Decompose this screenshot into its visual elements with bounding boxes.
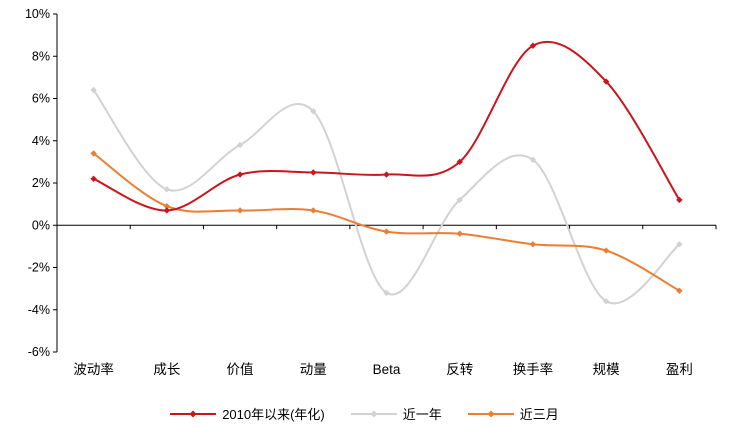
data-point-marker (529, 42, 537, 49)
data-point-marker (383, 228, 390, 235)
data-point-marker (163, 203, 171, 210)
series-line (92, 40, 681, 212)
x-category-label: 换手率 (513, 361, 554, 377)
legend-label: 2010年以来(年化) (222, 407, 325, 422)
legend-item-three-month: 近三月 (467, 404, 559, 423)
legend-line-marker (170, 408, 217, 420)
data-point-marker (456, 196, 463, 204)
data-point-marker (90, 150, 97, 157)
y-tick-label: -2% (28, 261, 50, 275)
legend-swatch-icon (170, 410, 217, 417)
series-1 (90, 86, 683, 305)
data-point-marker (602, 78, 610, 85)
legend-line-marker (350, 408, 397, 420)
data-point-marker (456, 230, 463, 237)
data-point-marker (602, 247, 610, 254)
data-point-marker (90, 175, 97, 182)
data-point-marker (236, 171, 244, 178)
x-category-label: 反转 (446, 362, 473, 377)
x-category-label: 成长 (153, 362, 180, 377)
data-point-marker (676, 241, 683, 248)
y-tick-label: 4% (32, 134, 50, 148)
x-category-label: 波动率 (73, 361, 114, 377)
y-tick-label: -4% (28, 303, 50, 317)
y-tick-label: 0% (32, 218, 50, 232)
data-point-marker (163, 186, 171, 193)
y-tick-label: 6% (32, 92, 50, 106)
x-category-label: 规模 (593, 362, 620, 377)
legend-swatch-icon (467, 410, 514, 417)
chart-legend: 2010年以来(年化) 近一年 近三月 (0, 404, 729, 423)
data-point-marker (310, 169, 317, 176)
y-tick-label: 2% (32, 176, 50, 190)
legend-item-one-year: 近一年 (350, 404, 442, 423)
data-point-marker (310, 107, 317, 115)
x-category-label: 价值 (227, 362, 254, 377)
data-point-marker (236, 141, 244, 149)
legend-swatch-icon (350, 410, 397, 417)
legend-line-marker (467, 408, 514, 420)
data-point-marker (676, 196, 683, 204)
legend-label: 近一年 (402, 407, 442, 422)
x-category-label: 动量 (300, 362, 327, 377)
data-point-marker (456, 158, 463, 166)
y-tick-label: 8% (32, 49, 50, 63)
series-2 (90, 150, 683, 294)
y-tick-label: -6% (28, 345, 50, 359)
data-point-marker (383, 171, 390, 178)
chart-plot-area: 10% 8% 6% 4% 2% 0% -2% -4% -6% 波动率 成长 价值 动量 Beta 反转 换手率… (25, 7, 717, 377)
data-point-marker (383, 289, 390, 297)
data-point-marker (236, 207, 244, 214)
data-point-marker (310, 207, 317, 214)
data-point-marker (676, 287, 683, 294)
data-point-marker (90, 86, 97, 94)
data-point-marker (163, 207, 171, 214)
legend-item-annualized: 2010年以来(年化) (170, 404, 325, 423)
data-point-marker (529, 241, 537, 248)
x-category-label: Beta (373, 362, 401, 377)
data-point-marker (602, 298, 610, 305)
y-tick-label: 10% (25, 7, 50, 21)
series-line (92, 89, 681, 305)
legend-label: 近三月 (519, 407, 559, 422)
series-0 (90, 40, 683, 214)
data-point-marker (529, 156, 537, 163)
x-category-label: 盈利 (666, 362, 693, 377)
